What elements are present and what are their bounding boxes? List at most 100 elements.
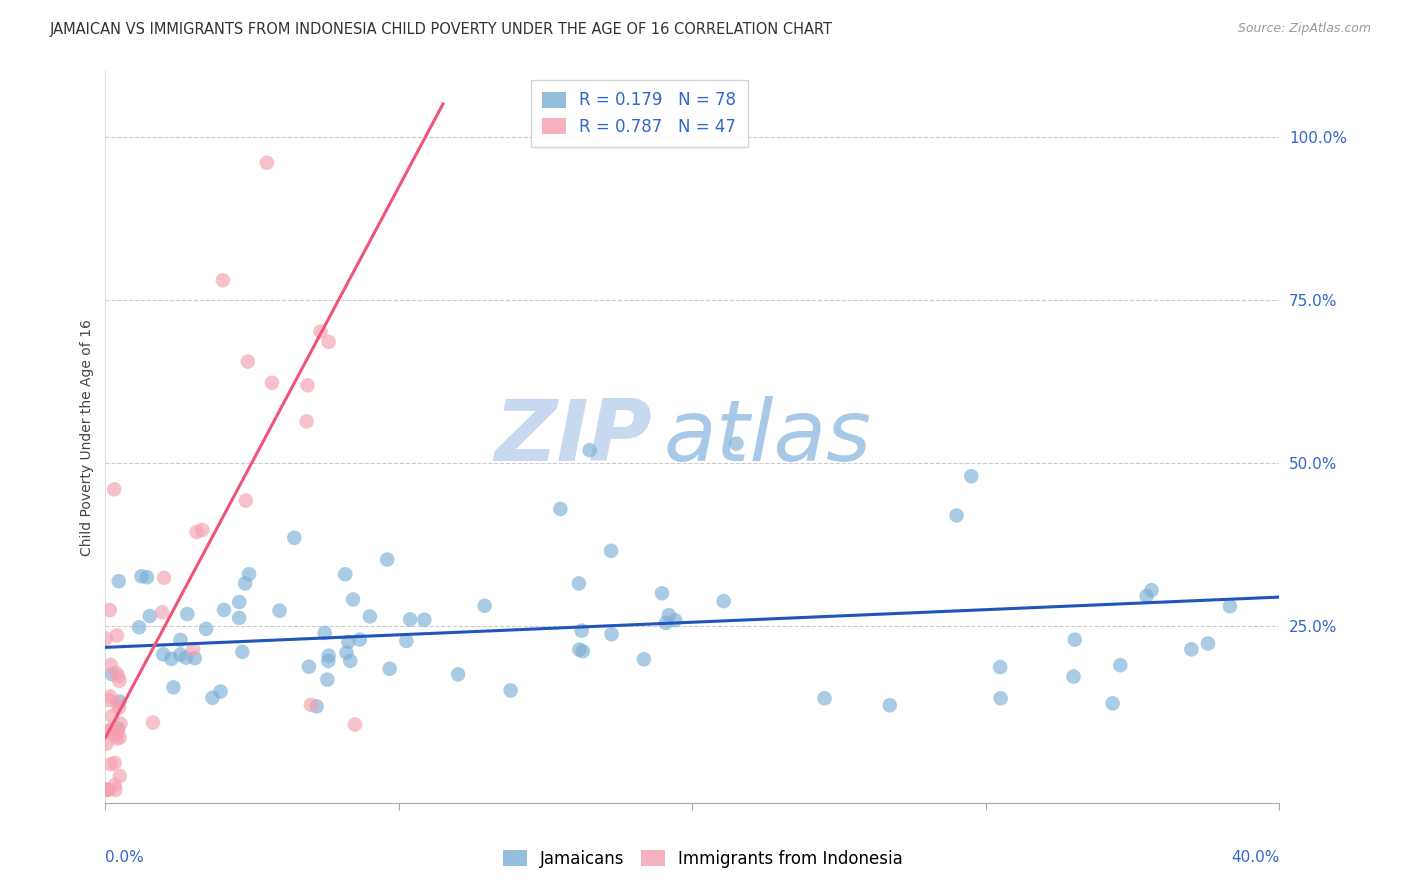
Point <box>600 543 623 558</box>
Point <box>108 673 131 688</box>
Point <box>98 723 121 738</box>
Point <box>100 757 122 772</box>
Point <box>339 654 361 668</box>
Point <box>305 699 328 714</box>
Point <box>231 645 253 659</box>
Point <box>945 508 967 523</box>
Point <box>233 576 256 591</box>
Point <box>655 615 678 630</box>
Point <box>107 574 129 589</box>
Point <box>209 684 232 698</box>
Point <box>169 648 191 662</box>
Point <box>186 524 208 539</box>
Text: 0.0%: 0.0% <box>105 850 145 865</box>
Point <box>150 605 173 619</box>
Point <box>136 570 159 584</box>
Point <box>1063 632 1085 647</box>
Legend: Jamaicans, Immigrants from Indonesia: Jamaicans, Immigrants from Indonesia <box>496 844 910 875</box>
Point <box>100 657 122 672</box>
Point <box>651 586 673 600</box>
Point <box>499 683 522 698</box>
Point <box>96 782 118 797</box>
Point <box>399 612 422 626</box>
Point <box>94 632 117 646</box>
Point <box>269 604 291 618</box>
Text: 40.0%: 40.0% <box>1232 850 1279 865</box>
Point <box>212 603 235 617</box>
Point <box>1180 642 1202 657</box>
Text: JAMAICAN VS IMMIGRANTS FROM INDONESIA CHILD POVERTY UNDER THE AGE OF 16 CORRELAT: JAMAICAN VS IMMIGRANTS FROM INDONESIA CH… <box>49 22 832 37</box>
Point <box>1140 583 1163 598</box>
Point <box>152 647 174 661</box>
Point <box>105 731 128 746</box>
Point <box>107 723 129 738</box>
Point <box>349 632 371 647</box>
Point <box>211 273 233 287</box>
Point <box>104 778 127 792</box>
Legend: R = 0.179   N = 78, R = 0.787   N = 47: R = 0.179 N = 78, R = 0.787 N = 47 <box>530 79 748 147</box>
Point <box>238 567 260 582</box>
Point <box>101 709 124 723</box>
Point <box>1063 669 1085 683</box>
Point <box>960 469 983 483</box>
Point <box>201 690 224 705</box>
Point <box>104 756 127 770</box>
Point <box>103 483 125 497</box>
Point <box>162 681 184 695</box>
Point <box>335 646 357 660</box>
Point <box>1197 636 1219 650</box>
Point <box>447 667 470 681</box>
Point <box>97 782 120 797</box>
Point <box>1219 599 1241 614</box>
Point <box>297 378 319 392</box>
Point <box>131 569 153 583</box>
Point <box>153 571 176 585</box>
Point <box>713 594 735 608</box>
Point <box>184 651 207 665</box>
Point <box>128 620 150 634</box>
Point <box>298 659 321 673</box>
Point <box>103 728 125 742</box>
Point <box>139 609 162 624</box>
Point <box>1135 589 1157 603</box>
Point <box>571 624 593 638</box>
Point <box>658 608 681 623</box>
Point <box>316 673 339 687</box>
Point <box>101 667 124 681</box>
Point <box>568 642 591 657</box>
Point <box>100 723 122 737</box>
Point <box>295 414 318 428</box>
Point <box>108 769 131 783</box>
Text: atlas: atlas <box>664 395 872 479</box>
Point <box>110 716 132 731</box>
Point <box>97 693 120 707</box>
Point <box>105 665 128 680</box>
Point <box>176 607 198 621</box>
Point <box>107 721 129 735</box>
Point <box>578 443 600 458</box>
Point <box>108 731 131 745</box>
Point <box>988 660 1011 674</box>
Point <box>283 531 305 545</box>
Point <box>181 642 204 657</box>
Point <box>474 599 496 613</box>
Point <box>191 523 214 537</box>
Point <box>98 690 121 704</box>
Point <box>413 613 436 627</box>
Point <box>108 694 131 708</box>
Text: ZIP: ZIP <box>494 395 651 479</box>
Point <box>633 652 655 666</box>
Point <box>107 696 129 710</box>
Point <box>600 627 623 641</box>
Point <box>314 626 336 640</box>
Point <box>572 644 595 658</box>
Point <box>335 567 357 582</box>
Point <box>174 650 197 665</box>
Point <box>550 502 572 516</box>
Point <box>228 611 250 625</box>
Point <box>108 700 131 714</box>
Point <box>316 654 339 668</box>
Point <box>299 698 322 712</box>
Point <box>664 613 686 627</box>
Point <box>318 648 340 663</box>
